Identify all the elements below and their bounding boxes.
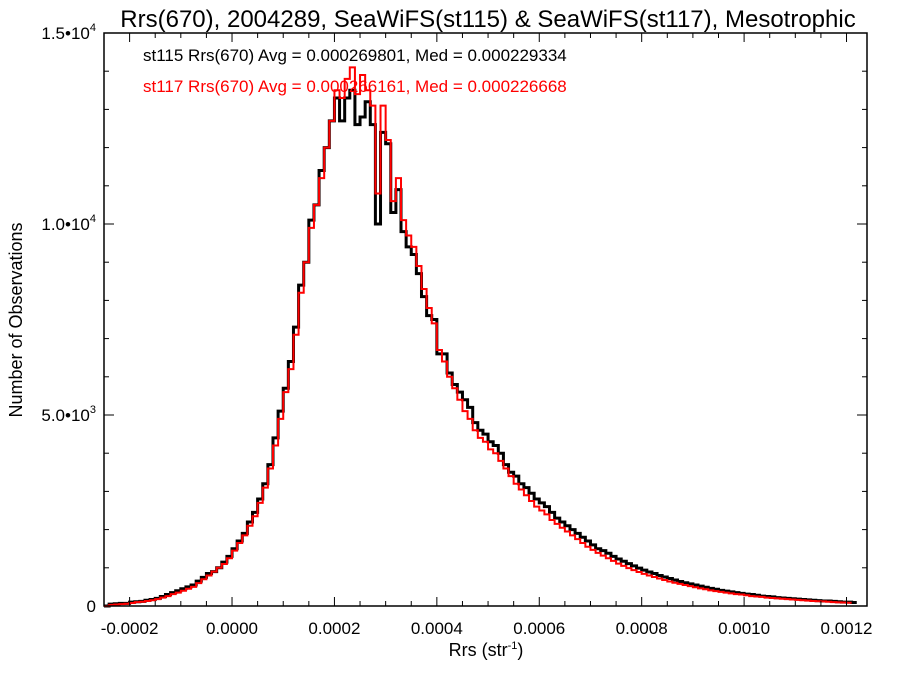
x-tick-label: 0.0002 (308, 619, 360, 638)
x-tick-label: 0.0010 (718, 619, 770, 638)
y-tick-label-exp: 3 (90, 404, 96, 416)
legend: st115 Rrs(670) Avg = 0.000269801, Med = … (143, 46, 567, 96)
x-axis-label-sup: -1 (508, 640, 518, 652)
y-tick-label: 0 (87, 597, 96, 616)
x-tick-label: 0.0008 (616, 619, 668, 638)
y-tick-label-base: 1.5•10 (41, 24, 90, 43)
x-axis-label-close: ) (517, 640, 523, 660)
series-layer (104, 66, 857, 608)
y-tick-label: 5.0•103 (41, 404, 96, 425)
legend-entry-st115: st115 Rrs(670) Avg = 0.000269801, Med = … (143, 46, 567, 65)
chart-title: Rrs(670), 2004289, SeaWiFS(st115) & SeaW… (120, 6, 855, 33)
series-line-st117 (104, 66, 852, 607)
y-tick-label-exp: 4 (90, 213, 96, 225)
y-tick-label-base: 1.0•10 (41, 215, 90, 234)
ticks-layer: -0.0002 0.0000 0.0002 0.0004 0.0006 0.0008 0.0… (41, 22, 872, 638)
x-tick-label: 0.0004 (411, 619, 463, 638)
y-tick-label-exp: 4 (90, 22, 96, 34)
y-tick-label: 1.0•104 (41, 213, 96, 234)
x-tick-label: 0.0012 (821, 619, 873, 638)
y-tick-label-base: 0 (87, 597, 96, 616)
x-tick-label: 0.0006 (513, 619, 565, 638)
x-axis-label-text: Rrs (str (449, 640, 508, 660)
legend-entry-st117: st117 Rrs(670) Avg = 0.000266161, Med = … (143, 77, 567, 96)
y-axis-label: Number of Observations (6, 222, 26, 417)
y-tick-label-base: 5.0•10 (41, 406, 90, 425)
x-axis-label: Rrs (str-1) (449, 640, 524, 660)
y-tick-label: 1.5•104 (41, 22, 96, 43)
x-tick-label: 0.0000 (206, 619, 258, 638)
series-line-st115 (104, 88, 857, 608)
plot-frame (103, 32, 868, 607)
x-tick-label: -0.0002 (101, 619, 159, 638)
